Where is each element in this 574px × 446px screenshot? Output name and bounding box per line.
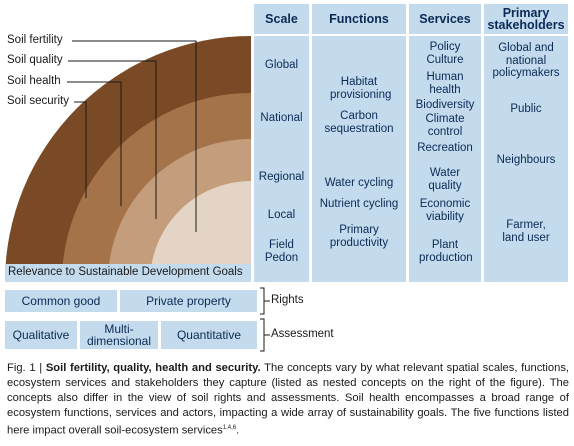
functions-column: Habitat provisioning Carbon sequestratio… xyxy=(312,36,406,282)
scale-regional: Regional xyxy=(258,171,305,183)
services-column: Policy Culture Human health Biodiversity… xyxy=(409,36,481,282)
assessment-qualitative: Qualitative xyxy=(5,321,77,349)
assessment-multi-dimensional: Multi-dimensional xyxy=(80,321,158,349)
rights-bracket xyxy=(260,287,270,315)
header-services: Services xyxy=(409,4,481,34)
soil-layers-diagram xyxy=(5,36,251,282)
caption-end: . xyxy=(236,424,240,437)
scale-column: Global National Regional Local Field Ped… xyxy=(254,36,309,282)
sdg-relevance-bar xyxy=(5,264,251,282)
caption-title: Soil fertility, quality, health and secu… xyxy=(45,362,261,374)
service-water-quality: Water quality xyxy=(428,167,462,192)
layer-label-soil-quality: Soil quality xyxy=(7,54,63,66)
caption-body: The concepts vary by what relevant spati… xyxy=(7,362,570,437)
header-functions: Functions xyxy=(312,4,406,34)
soil-concepts-figure: Soil fertility Soil quality Soil health … xyxy=(5,4,568,282)
function-primary-productivity: Primary productivity xyxy=(329,224,389,249)
stakeholders-column: Global and national policymakers Public … xyxy=(484,36,568,282)
layer-label-soil-fertility: Soil fertility xyxy=(7,34,63,46)
service-recreation: Recreation xyxy=(417,142,473,154)
service-culture: Culture xyxy=(426,54,464,66)
leader-soil-fertility xyxy=(72,40,197,232)
function-water-cycling: Water cycling xyxy=(324,177,394,189)
assessment-bracket xyxy=(260,318,270,352)
scale-global: Global xyxy=(264,59,299,71)
assessment-quantitative: Quantitative xyxy=(161,321,257,349)
function-carbon-sequestration: Carbon sequestration xyxy=(324,110,394,135)
rights-common-good: Common good xyxy=(5,290,117,312)
function-habitat-provisioning: Habitat provisioning xyxy=(330,76,392,101)
service-climate-control: Climate control xyxy=(425,113,465,138)
scale-national: National xyxy=(260,112,303,124)
caption-label: Fig. 1 | xyxy=(7,362,43,374)
leader-soil-security xyxy=(74,101,87,198)
stakeholder-farmer: Farmer, land user xyxy=(502,219,550,244)
service-policy: Policy xyxy=(429,41,461,53)
assessment-label: Assessment xyxy=(271,328,334,340)
leader-soil-quality xyxy=(68,60,157,219)
sdg-relevance-label: Relevance to Sustainable Development Goa… xyxy=(8,266,243,278)
stakeholder-policymakers: Global and national policymakers xyxy=(492,42,560,79)
rights-private-property: Private property xyxy=(120,290,257,312)
stakeholder-neighbours: Neighbours xyxy=(496,154,556,166)
header-primary-stakeholders: Primary stakeholders xyxy=(484,4,568,34)
scale-pedon: Pedon xyxy=(264,252,299,264)
layer-soil-security xyxy=(150,181,251,282)
service-human-health: Human health xyxy=(426,71,464,96)
layer-label-soil-health: Soil health xyxy=(7,75,61,87)
layer-label-soil-security: Soil security xyxy=(7,95,69,107)
rights-label: Rights xyxy=(271,294,304,306)
function-nutrient-cycling: Nutrient cycling xyxy=(319,198,399,210)
header-scale: Scale xyxy=(254,4,309,34)
scale-local: Local xyxy=(267,209,296,221)
figure-caption: Fig. 1 | Soil fertility, quality, health… xyxy=(7,361,569,439)
service-plant-production: Plant production xyxy=(419,239,473,264)
stakeholder-public: Public xyxy=(510,103,542,115)
leader-soil-health xyxy=(67,81,122,206)
service-economic-viability: Economic viability xyxy=(419,198,471,223)
service-biodiversity: Biodiversity xyxy=(415,99,475,111)
scale-field: Field xyxy=(269,239,294,251)
caption-refs: 1,4,6 xyxy=(222,425,237,431)
